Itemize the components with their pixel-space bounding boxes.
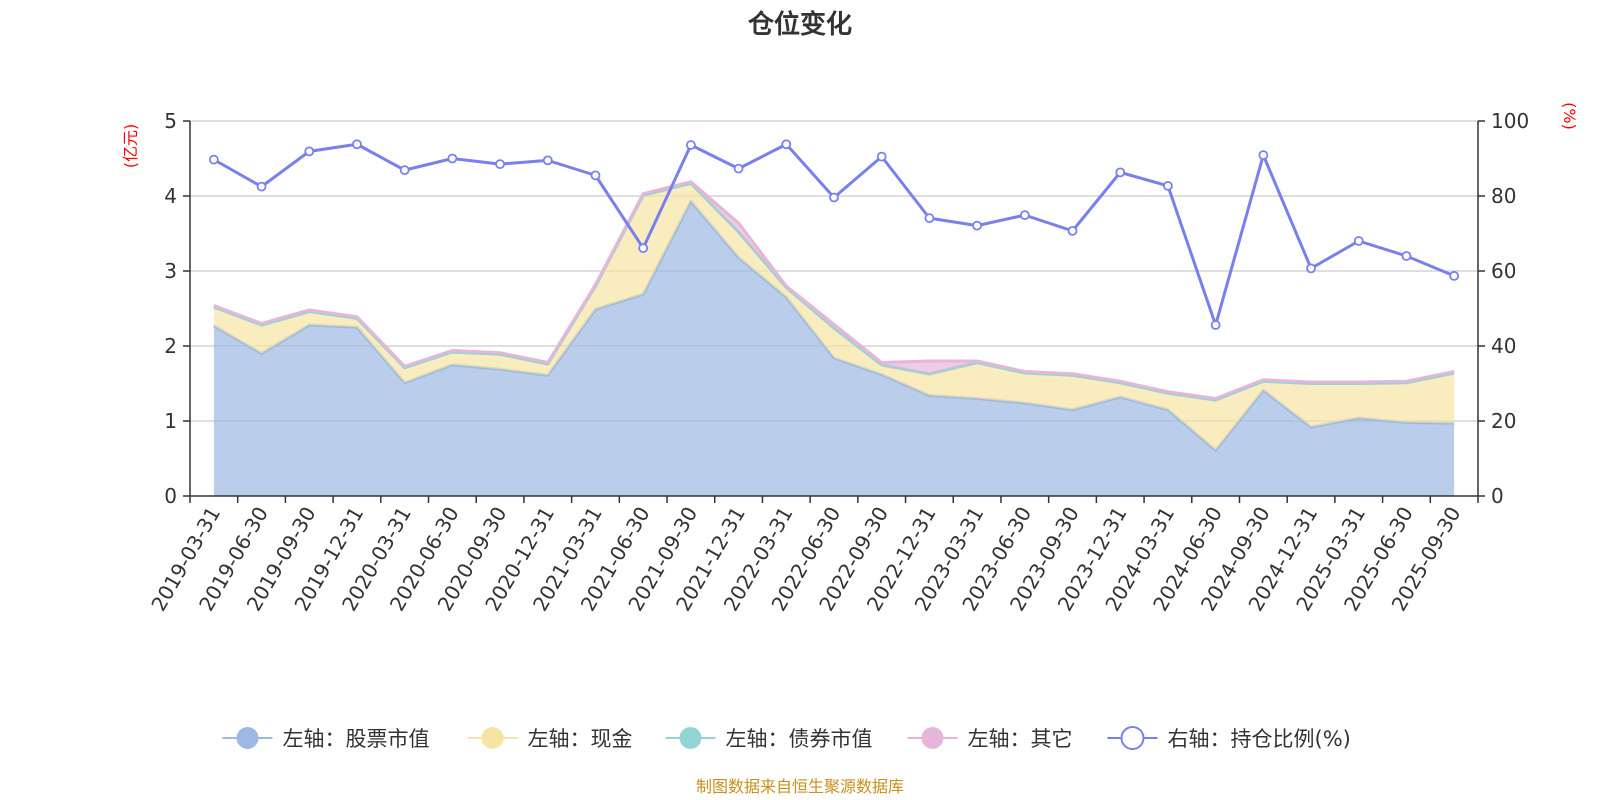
legend-marker: [481, 727, 504, 749]
legend-marker: [1120, 726, 1145, 750]
ratio-point: [1163, 180, 1173, 191]
left-axis-unit: (亿元): [121, 124, 140, 169]
source-note: 制图数据来自恒生聚源数据库: [696, 777, 904, 796]
right-tick-label: 100: [1491, 109, 1529, 133]
ratio-point: [1115, 167, 1126, 178]
ratio-point: [829, 192, 839, 203]
legend-label: 左轴：债券市值: [726, 727, 873, 751]
right-tick-label: 40: [1491, 334, 1516, 358]
legend-item-0[interactable]: 左轴：股票市值: [222, 727, 430, 751]
ratio-point: [1258, 150, 1269, 161]
ratio-point: [1353, 236, 1364, 246]
right-tick-label: 20: [1491, 409, 1516, 433]
left-tick-label: 0: [164, 484, 177, 508]
ratio-line: [213, 142, 1455, 327]
ratio-point: [638, 243, 649, 254]
ratio-point: [1401, 251, 1412, 261]
legend-item-1[interactable]: 左轴：现金: [467, 727, 633, 751]
legend-marker: [236, 727, 259, 749]
ratio-point: [924, 213, 935, 224]
ratio-point: [352, 139, 362, 150]
ratio-point: [256, 181, 267, 192]
ratio-point: [781, 139, 792, 150]
legend-label: 左轴：现金: [528, 727, 633, 751]
ratio-point: [447, 153, 458, 164]
legend-item-4[interactable]: 右轴：持仓比例(%): [1107, 726, 1351, 751]
ratio-point: [1306, 263, 1316, 274]
ratio-point: [399, 165, 410, 176]
legend-item-3[interactable]: 左轴：其它: [907, 727, 1073, 751]
legend-item-2[interactable]: 左轴：债券市值: [665, 727, 873, 751]
legend-marker: [679, 727, 702, 749]
ratio-point: [208, 154, 219, 165]
ratio-point: [685, 140, 696, 150]
ratio-point: [876, 151, 887, 162]
ratio-point: [590, 170, 601, 181]
left-tick-label: 2: [164, 334, 177, 358]
ratio-point: [495, 159, 505, 170]
legend-label: 左轴：股票市值: [283, 727, 430, 751]
area-series: [213, 180, 1455, 496]
left-tick-label: 4: [164, 184, 177, 208]
right-axis-unit: (%): [1560, 102, 1579, 130]
ratio-point: [733, 163, 744, 174]
legend-label: 左轴：其它: [968, 727, 1073, 751]
ratio-point: [304, 146, 315, 157]
legend[interactable]: 左轴：股票市值 左轴：现金 左轴：债券市值 左轴：其它 右轴：持仓比例(%): [222, 726, 1351, 751]
ratio-point: [972, 220, 983, 231]
ratio-point: [1449, 270, 1460, 281]
ratio-line-series: [208, 139, 1460, 330]
ratio-point: [1210, 320, 1221, 330]
chart-title: 仓位变化: [747, 9, 852, 40]
left-tick-label: 1: [164, 409, 177, 433]
right-tick-label: 0: [1491, 484, 1504, 508]
ratio-point: [1019, 210, 1030, 221]
area-fill-0: [213, 201, 1455, 496]
right-tick-label: 60: [1491, 259, 1516, 283]
ratio-point: [542, 155, 553, 166]
area-edge-3: [213, 180, 1455, 400]
left-tick-label: 5: [164, 109, 177, 133]
left-tick-label: 3: [164, 259, 177, 283]
legend-marker: [921, 727, 944, 749]
ratio-point: [1067, 225, 1078, 236]
right-tick-label: 80: [1491, 184, 1516, 208]
legend-label: 右轴：持仓比例(%): [1168, 727, 1351, 751]
